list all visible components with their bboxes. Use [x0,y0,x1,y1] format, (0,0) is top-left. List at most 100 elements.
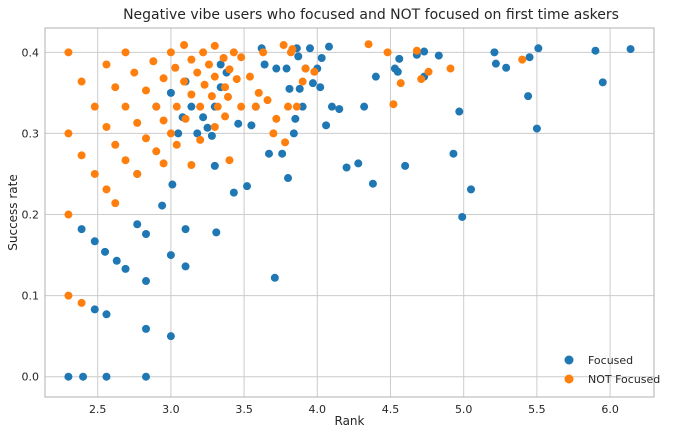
data-point [149,57,158,66]
data-point [187,90,196,99]
data-point [243,182,252,191]
data-point [102,122,111,131]
data-point [101,247,110,256]
data-point [354,159,363,168]
data-point [237,53,246,62]
data-point [401,161,410,170]
data-point [213,102,222,111]
data-point [305,44,314,53]
data-point [181,225,190,234]
data-point [284,102,293,111]
x-tick-label: 5.0 [455,403,473,416]
data-point [159,159,168,168]
legend: Focused NOT Focused [564,354,660,386]
data-point [285,84,294,93]
data-point [207,131,216,140]
data-point [121,156,130,165]
data-point [64,372,73,381]
legend-label: Focused [588,354,633,367]
data-point [518,55,527,64]
data-point [282,64,291,73]
x-tick-label: 3.5 [235,403,253,416]
data-point [121,48,130,57]
chart-title: Negative vibe users who focused and NOT … [123,7,619,23]
data-point [272,114,281,123]
data-point [269,129,278,138]
data-point [90,305,99,314]
data-point [591,46,600,55]
data-point [102,185,111,194]
y-tick-label: 0.1 [22,290,40,303]
data-point [210,122,219,131]
data-point [294,52,303,61]
data-point [225,65,234,74]
data-point [77,77,86,86]
data-point [159,116,168,125]
data-point [389,100,398,109]
data-point [298,102,307,111]
data-point [121,102,130,111]
data-point [412,46,421,55]
data-point [395,54,404,63]
data-point [360,102,369,111]
x-tick-label: 3.0 [162,403,180,416]
series-1 [64,40,527,307]
data-point [193,129,202,138]
data-point [524,92,533,101]
data-point [291,114,300,123]
data-point [251,102,260,111]
legend-marker [564,355,574,365]
y-tick-label: 0.3 [22,127,40,140]
data-point [245,72,254,81]
data-point [281,138,290,147]
data-point [446,64,455,73]
data-point [322,121,331,130]
data-point [284,174,293,183]
data-point [102,372,111,381]
data-point [181,262,190,271]
data-point [172,140,181,149]
data-point [210,41,219,50]
data-point [502,63,511,72]
data-point [187,161,196,170]
data-point [223,92,232,101]
data-point [180,41,189,50]
data-point [152,102,161,111]
data-point [111,83,120,92]
y-axis-ticks: 0.0 0.1 0.2 0.3 0.4 [22,46,40,383]
data-point [449,149,458,158]
data-point [458,212,467,221]
data-point [455,107,464,116]
data-point [229,48,238,57]
data-point [111,199,120,208]
data-point [64,210,73,219]
data-point [396,79,405,88]
data-point [467,185,476,194]
data-point [298,77,307,86]
data-point [196,135,205,144]
data-point [272,64,281,73]
data-point [193,68,202,77]
plot-frame [44,27,655,398]
data-point [102,60,111,69]
data-point [292,102,301,111]
data-point [424,67,433,76]
data-point [393,67,402,76]
data-point [166,332,175,341]
data-point [308,79,317,88]
data-point [203,123,212,132]
data-point [133,118,142,127]
y-axis-label: Success rate [6,174,20,251]
data-point [133,169,142,178]
data-point [166,48,175,57]
data-point [368,179,377,188]
data-point [159,74,168,83]
data-point [187,55,196,64]
series-0 [64,42,635,381]
data-point [90,237,99,246]
data-point [237,102,246,111]
data-point [316,83,325,92]
data-point [111,140,120,149]
data-point [210,72,219,81]
